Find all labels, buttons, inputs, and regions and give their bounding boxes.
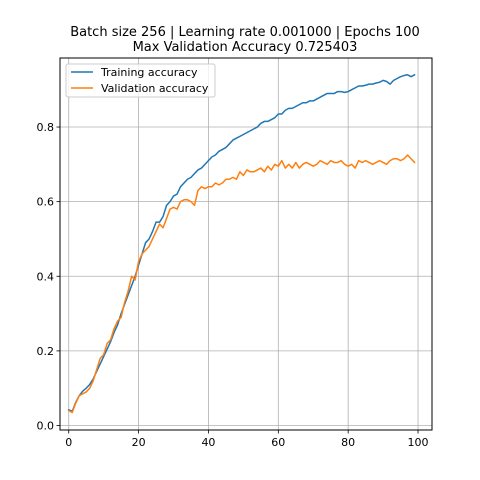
series-line-validation-accuracy — [67, 154, 416, 414]
chart-title: Batch size 256 | Learning rate 0.001000 … — [70, 25, 420, 40]
x-tick-label: 100 — [408, 436, 429, 449]
y-tick-label: 0.0 — [37, 420, 55, 433]
x-tick-label: 80 — [341, 436, 355, 449]
series-line-training-accuracy — [67, 73, 416, 413]
axis-ticks: 0 20 40 60 80 100 0.0 0.2 0.4 0.6 0.8 — [37, 121, 429, 449]
plot-area-frame — [59, 57, 433, 431]
x-tick-label: 0 — [65, 436, 72, 449]
legend-box — [65, 63, 216, 98]
y-tick-label: 0.8 — [37, 121, 55, 134]
legend: Training accuracy Validation accuracy — [65, 63, 216, 98]
x-tick-label: 20 — [132, 436, 146, 449]
chart-subtitle: Max Validation Accuracy 0.725403 — [133, 40, 358, 55]
legend-label-validation: Validation accuracy — [101, 82, 209, 95]
grid-lines — [60, 58, 432, 430]
y-tick-label: 0.2 — [37, 345, 55, 358]
y-tick-label: 0.6 — [37, 196, 55, 209]
x-tick-label: 60 — [271, 436, 285, 449]
series-lines — [67, 73, 416, 414]
y-tick-label: 0.4 — [37, 270, 55, 283]
legend-label-training: Training accuracy — [100, 66, 198, 79]
x-tick-label: 40 — [201, 436, 215, 449]
